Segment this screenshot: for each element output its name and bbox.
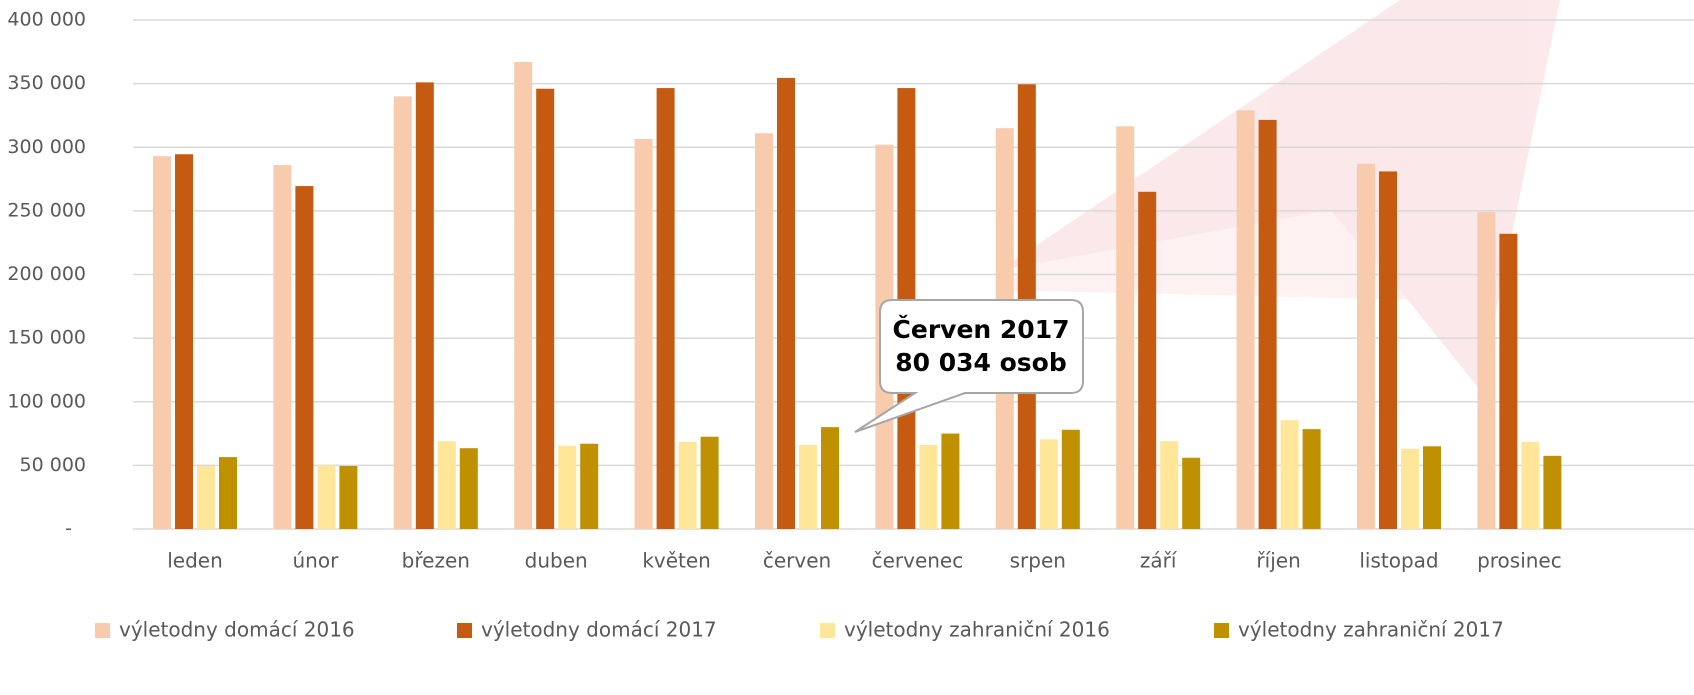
x-tick-label: září [1140, 549, 1178, 573]
bar [1499, 233, 1518, 529]
y-tick-label: 100 000 [7, 390, 86, 412]
bar [536, 88, 555, 529]
x-tick-label: duben [525, 549, 588, 573]
bar [1521, 441, 1540, 529]
x-tick-label: květen [642, 549, 711, 573]
legend-label: výletodny zahraniční 2017 [1238, 618, 1504, 642]
bar [656, 88, 675, 530]
bar [941, 433, 960, 529]
bars: leden únor březen duben květen červen červenec… [153, 61, 1562, 573]
y-tick-label: 300 000 [7, 136, 86, 158]
bar [558, 445, 577, 529]
legend-swatch [95, 623, 110, 638]
legend-swatch [457, 623, 472, 638]
y-tick-label: 350 000 [7, 72, 86, 94]
y-tick-label: 400 000 [7, 9, 86, 31]
bar [393, 96, 412, 529]
bar [821, 427, 839, 529]
bar [919, 445, 938, 529]
x-tick-label: červenec [872, 549, 964, 573]
bar [1379, 171, 1397, 530]
bar [415, 82, 434, 529]
bar [1302, 429, 1321, 529]
x-tick-label: březen [402, 549, 470, 573]
legend-label: výletodny domácí 2017 [481, 618, 717, 642]
x-tick-label: leden [167, 549, 223, 573]
legend-swatch [1214, 623, 1229, 638]
bar [273, 165, 292, 529]
bar [1258, 119, 1277, 530]
bar [1138, 191, 1157, 529]
bar [755, 133, 773, 529]
bar [700, 436, 719, 529]
y-tick-label: - [65, 518, 72, 540]
legend-label: výletodny zahraniční 2016 [844, 618, 1110, 642]
bar [1280, 420, 1299, 529]
x-tick-label: říjen [1256, 549, 1300, 573]
bar [514, 61, 533, 530]
bar [1543, 455, 1562, 529]
callout-box [854, 299, 1084, 433]
x-tick-label: červen [763, 549, 831, 573]
bar [1160, 441, 1179, 529]
bar [1423, 446, 1441, 529]
bar [580, 443, 599, 529]
x-tick-label: listopad [1359, 549, 1438, 573]
bar [317, 465, 336, 529]
bar [1357, 163, 1375, 530]
bar [459, 448, 478, 529]
x-tick-label: srpen [1010, 549, 1066, 573]
bar [339, 466, 358, 529]
bar [219, 457, 237, 529]
y-tick-label: 50 000 [20, 454, 86, 476]
legend-label: výletodny domácí 2016 [119, 618, 355, 642]
x-tick-label: únor [292, 549, 339, 573]
bar [634, 138, 653, 529]
grid: - 50 000 100 000 150 000 200 000 250 000 300 0… [7, 9, 1694, 540]
callout-line: 80 034 osob [895, 348, 1067, 377]
bar [1182, 457, 1201, 529]
callout-line: Červen 2017 [893, 314, 1070, 344]
bar [437, 441, 456, 529]
bar [175, 154, 193, 529]
legend: výletodny domácí 2016 výletodny domácí 20… [95, 618, 1504, 642]
bar [1039, 439, 1058, 529]
bar [295, 186, 314, 529]
callout: Červen 2017 80 034 osob [854, 299, 1084, 433]
bar [777, 77, 795, 530]
bar [1477, 212, 1496, 529]
bar [197, 466, 215, 529]
bar [1236, 110, 1255, 529]
y-tick-label: 250 000 [7, 199, 86, 221]
bar [1401, 448, 1419, 529]
bar [1061, 429, 1080, 529]
bar [799, 445, 817, 529]
y-tick-label: 150 000 [7, 327, 86, 349]
y-tick-label: 200 000 [7, 263, 86, 285]
x-tick-label: prosinec [1477, 549, 1562, 573]
bar [1116, 126, 1135, 529]
bar [153, 156, 171, 529]
legend-swatch [820, 623, 835, 638]
bar [678, 441, 697, 529]
